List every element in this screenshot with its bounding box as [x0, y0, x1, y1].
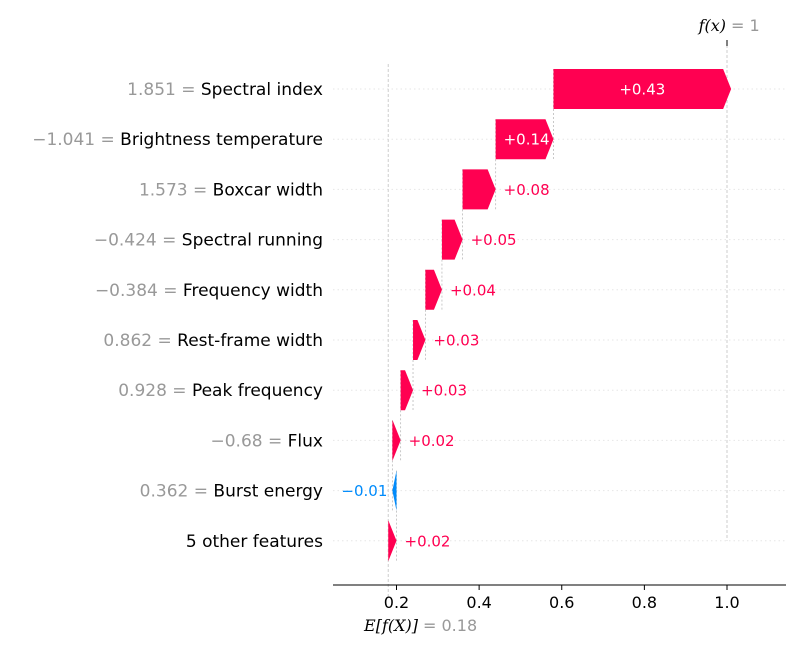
feature-name: Frequency width	[183, 281, 323, 301]
contribution-label: +0.05	[471, 231, 517, 249]
bar-frequency-width	[425, 269, 442, 310]
contribution-label: +0.02	[405, 532, 451, 550]
bar-burst-energy	[392, 470, 397, 511]
bar-boxcar-width	[462, 169, 496, 210]
bar-rest-frame-width	[413, 320, 426, 360]
final-value-label: f(x)	[698, 16, 726, 35]
x-tick-label: 1.0	[714, 593, 739, 612]
bar-peak-frequency	[400, 370, 414, 411]
x-tick-label: 0.6	[549, 593, 574, 612]
bar-brightness-temperature	[495, 119, 554, 160]
contribution-label: +0.03	[433, 332, 479, 350]
x-tick-label: 0.4	[466, 593, 491, 612]
x-tick-label: 0.2	[384, 593, 409, 612]
contribution-label: +0.08	[504, 181, 550, 199]
feature-label: −0.424 = Spectral running	[94, 231, 323, 251]
x-axis: 0.2 0.4 0.6 0.8 1.0	[333, 584, 786, 612]
feature-value: −0.384 =	[95, 281, 183, 301]
feature-value: −0.424 =	[94, 231, 182, 251]
contribution-label: +0.02	[409, 432, 455, 450]
bar-flux	[392, 420, 401, 461]
contribution-label: +0.04	[450, 281, 496, 299]
final-value-text: = 1	[731, 16, 760, 35]
contribution-label: +0.43	[619, 81, 665, 99]
feature-label: 1.573 = Boxcar width	[139, 180, 323, 200]
feature-value: −1.041 =	[32, 130, 120, 150]
x-tick-label: 0.8	[632, 593, 657, 612]
final-value-symbol: f(x)	[698, 16, 726, 35]
feature-name: Rest-frame width	[177, 331, 323, 351]
contribution-label: +0.03	[421, 382, 467, 400]
feature-label: 5 other features	[186, 532, 323, 552]
feature-value: 0.862 =	[103, 331, 177, 351]
feature-name: Burst energy	[213, 482, 323, 502]
feature-label: −1.041 = Brightness temperature	[32, 130, 323, 150]
bar-spectral-running	[441, 219, 463, 260]
feature-name: 5 other features	[186, 532, 323, 552]
bars-layer	[388, 69, 732, 561]
feature-label: −0.68 = Flux	[211, 431, 324, 451]
feature-name: Spectral index	[201, 80, 323, 100]
feature-value: −0.68 =	[211, 431, 288, 451]
feature-value: 1.851 =	[127, 80, 201, 100]
feature-label: 0.362 = Burst energy	[140, 482, 323, 502]
bar-spectral-index	[553, 69, 732, 109]
bar-5-other-features	[388, 520, 397, 561]
feature-name: Peak frequency	[192, 381, 323, 401]
feature-label: 0.928 = Peak frequency	[118, 381, 323, 401]
feature-name: Boxcar width	[213, 180, 323, 200]
feature-label: 1.851 = Spectral index	[127, 80, 323, 100]
base-value-symbol: E[f(X)]	[363, 616, 419, 635]
grid-layer	[333, 40, 786, 597]
feature-name: Spectral running	[182, 231, 323, 251]
contribution-label: +0.14	[504, 131, 550, 149]
feature-name: Flux	[288, 431, 323, 451]
feature-label: −0.384 = Frequency width	[95, 281, 323, 301]
feature-value: 0.928 =	[118, 381, 192, 401]
feature-label: 0.862 = Rest-frame width	[103, 331, 323, 351]
feature-value: 1.573 =	[139, 180, 213, 200]
feature-name: Brightness temperature	[120, 130, 323, 150]
labels-layer: 1.851 = Spectral index +0.43 −1.041 = Brig…	[32, 80, 665, 552]
contribution-label: −0.01	[341, 482, 387, 500]
feature-value: 0.362 =	[140, 482, 214, 502]
base-value-text: = 0.18	[423, 616, 477, 635]
